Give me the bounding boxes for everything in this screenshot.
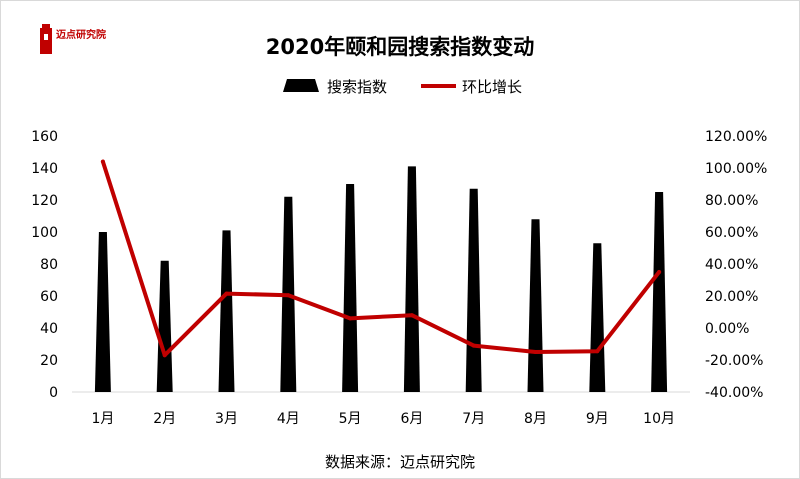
source-note: 数据来源：迈点研究院: [324, 453, 475, 471]
right-axis-tick: 0.00%: [705, 321, 749, 337]
x-axis-tick: 4月: [277, 411, 300, 427]
bar: [156, 260, 173, 392]
logo-icon: [40, 24, 52, 54]
right-axis-tick: 80.00%: [705, 193, 758, 209]
x-axis-tick: 10月: [643, 411, 675, 427]
right-axis-tick: 100.00%: [705, 161, 767, 177]
bar: [218, 230, 235, 392]
bar: [94, 232, 111, 392]
x-axis-tick: 2月: [153, 411, 176, 427]
line-point: [409, 313, 414, 318]
line-point: [224, 291, 229, 296]
bar: [651, 192, 668, 392]
line-point: [286, 293, 291, 298]
line-point: [471, 343, 476, 348]
bar: [465, 188, 482, 392]
x-axis-tick: 6月: [400, 411, 423, 427]
bar: [589, 243, 606, 392]
legend-bar-label: 搜索指数: [327, 78, 387, 96]
x-axis-tick: 1月: [91, 411, 114, 427]
bar: [403, 166, 420, 392]
left-axis-tick: 0: [49, 385, 58, 401]
right-axis-tick: 20.00%: [705, 289, 758, 305]
right-axis-tick: -40.00%: [705, 385, 763, 401]
x-axis-tick: 3月: [215, 411, 238, 427]
right-axis-tick: 40.00%: [705, 257, 758, 273]
right-axis-tick: 120.00%: [705, 129, 767, 145]
right-axis-tick: -20.00%: [705, 353, 763, 369]
line-point: [348, 316, 353, 321]
x-axis-tick: 7月: [462, 411, 485, 427]
line-point: [657, 270, 662, 274]
line-point: [162, 353, 167, 358]
x-axis-tick: 8月: [524, 411, 547, 427]
left-axis-tick: 100: [31, 225, 58, 241]
line-series-path: [100, 159, 662, 358]
left-axis-tick: 80: [40, 257, 58, 273]
chart-title: 2020年颐和园搜索指数变动: [266, 35, 534, 59]
left-axis-tick: 160: [31, 129, 58, 145]
left-axis-tick: 40: [40, 321, 58, 337]
bar: [342, 184, 359, 392]
line-point: [595, 349, 600, 354]
legend: 搜索指数 环比增长: [283, 78, 522, 96]
left-axis-tick: 120: [31, 193, 58, 209]
left-axis-tick: 140: [31, 161, 58, 177]
legend-line-label: 环比增长: [462, 78, 522, 96]
line-point: [100, 159, 105, 164]
legend-bar-swatch: [283, 79, 319, 92]
x-axis-tick: 9月: [586, 411, 609, 427]
x-axis-tick: 5月: [339, 411, 362, 427]
logo-text: 迈点研究院: [56, 30, 106, 41]
line-point: [533, 350, 538, 354]
left-axis-tick: 20: [40, 353, 58, 369]
bar: [527, 219, 544, 392]
left-axis-tick: 60: [40, 289, 58, 305]
right-axis-tick: 60.00%: [705, 225, 758, 241]
